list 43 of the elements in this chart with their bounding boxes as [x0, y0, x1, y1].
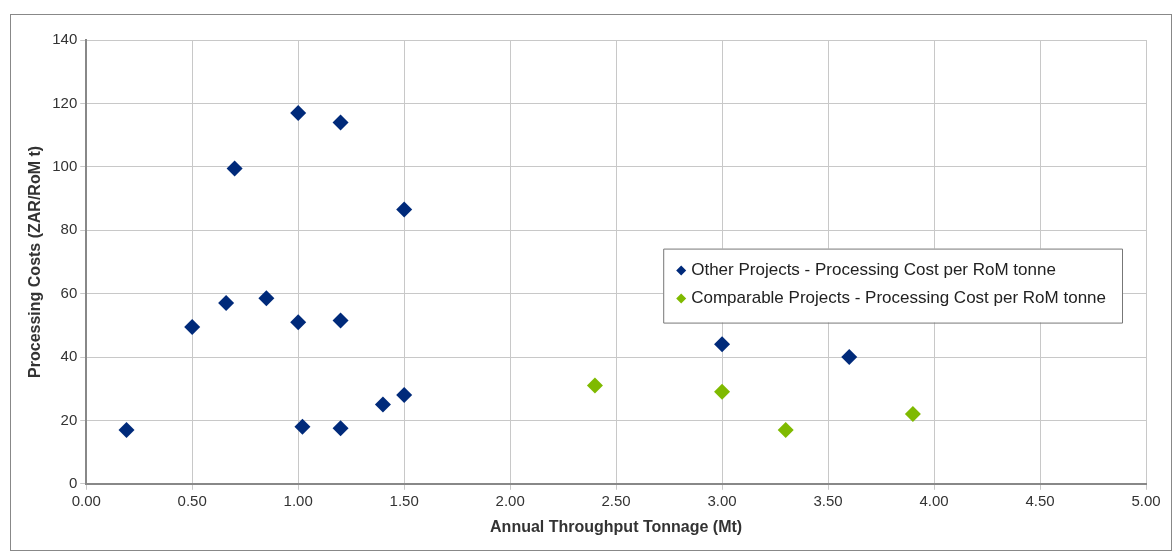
- point: [396, 201, 413, 218]
- x-tick-label: 0.50: [177, 491, 207, 509]
- x-tick-label: 0.00: [71, 491, 101, 509]
- point: [904, 406, 921, 423]
- point: [218, 295, 235, 312]
- point: [332, 114, 349, 131]
- point: [332, 420, 349, 437]
- point: [290, 314, 307, 331]
- point: [184, 318, 201, 335]
- point: [841, 349, 858, 365]
- point: [714, 383, 731, 400]
- point: [258, 290, 275, 307]
- point: [294, 418, 311, 435]
- y-tick-label: 60: [60, 283, 78, 301]
- point: [226, 160, 243, 177]
- y-tick-label: 100: [52, 156, 78, 174]
- point: [118, 421, 135, 438]
- point: [777, 421, 794, 438]
- y-tick-label: 20: [60, 410, 78, 428]
- point: [290, 104, 307, 121]
- x-tick-label: 1.50: [389, 491, 419, 509]
- y-tick-label: 140: [52, 30, 78, 48]
- y-axis-title: Processing Costs (ZAR/RoM t): [26, 145, 44, 378]
- x-tick-label: 1.00: [283, 491, 313, 509]
- x-tick-label: 3.00: [707, 491, 737, 509]
- x-tick-label: 4.00: [919, 491, 949, 509]
- y-tick-label: 120: [52, 93, 78, 111]
- y-tick-label: 80: [60, 220, 78, 238]
- legend-label: Other Projects - Processing Cost per RoM tonne: [691, 260, 1056, 280]
- point: [332, 312, 349, 329]
- x-tick-label: 5.00: [1131, 491, 1161, 509]
- point: [714, 336, 731, 353]
- x-axis-title: Annual Throughput Tonnage (Mt): [490, 517, 743, 535]
- x-tick-label: 3.50: [813, 491, 843, 509]
- legend-label: Comparable Projects - Processing Cost per RoM tonne: [691, 288, 1107, 308]
- x-tick-label: 2.50: [601, 491, 631, 509]
- point: [586, 377, 603, 394]
- y-tick-label: 0: [68, 473, 78, 491]
- x-tick-label: 2.00: [495, 491, 525, 509]
- x-tick-label: 4.50: [1025, 491, 1055, 509]
- y-tick-label: 40: [60, 347, 78, 365]
- point: [374, 396, 391, 413]
- point: [396, 387, 413, 404]
